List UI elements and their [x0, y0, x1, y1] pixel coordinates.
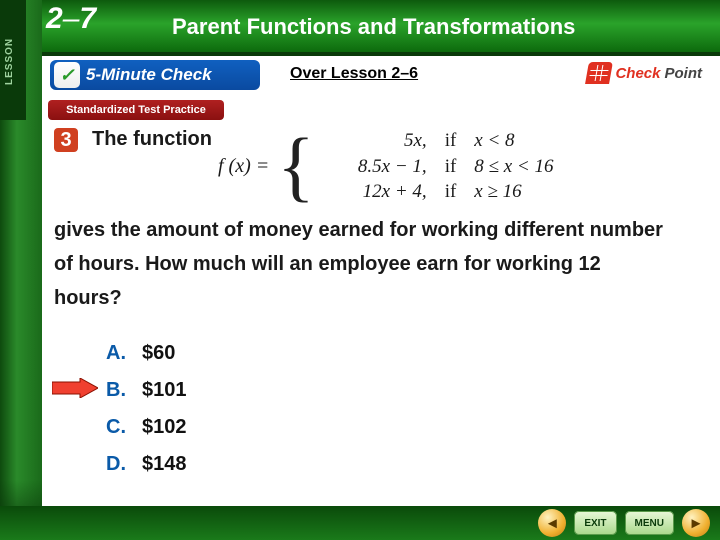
- piecewise-row: 8.5x − 1, if 8 ≤ x < 16: [323, 154, 585, 180]
- function-expression: f (x) = { 5x, if x < 8 8.5x − 1, if 8 ≤ …: [218, 128, 584, 205]
- answer-letter: D.: [106, 453, 130, 476]
- piece-if: if: [441, 128, 461, 154]
- answer-choice-b[interactable]: B. $101: [106, 379, 187, 402]
- piece-cond: x ≥ 16: [474, 179, 584, 205]
- answer-choice-d[interactable]: D. $148: [106, 453, 187, 476]
- exit-button[interactable]: EXIT: [574, 511, 616, 535]
- question-rest: gives the amount of money earned for wor…: [54, 213, 670, 315]
- left-rail: LESSON: [0, 0, 42, 540]
- answer-choice-c[interactable]: C. $102: [106, 416, 187, 439]
- answer-letter: A.: [106, 342, 130, 365]
- header-band: 2–7 Parent Functions and Transformations: [42, 0, 720, 56]
- answer-list: A. $60 B. $101 C. $102 D. $148: [106, 342, 187, 490]
- piecewise-row: 5x, if x < 8: [323, 128, 585, 154]
- checkpoint-badge: Check Point: [587, 62, 702, 84]
- left-brace-icon: {: [277, 133, 314, 199]
- checkpoint-word-1: Check: [615, 65, 660, 82]
- five-minute-check-label: 5-Minute Check: [86, 65, 212, 85]
- checkmark-icon: ✓: [54, 62, 80, 88]
- answer-text: $148: [142, 453, 187, 476]
- lesson-tab-label: LESSON: [4, 38, 15, 85]
- nav-prev-button[interactable]: ◄: [538, 509, 566, 537]
- checkpoint-word-2: Point: [665, 65, 703, 82]
- piece-expr: 5x,: [323, 128, 427, 154]
- piece-cond: x < 8: [474, 128, 584, 154]
- lesson-tab: LESSON: [0, 0, 26, 120]
- five-minute-check-pill: ✓ 5-Minute Check: [50, 60, 260, 90]
- menu-button[interactable]: MENU: [625, 511, 674, 535]
- answer-text: $60: [142, 342, 175, 365]
- piece-if: if: [441, 179, 461, 205]
- checkpoint-icon: [586, 62, 614, 84]
- question-lead: The function: [92, 128, 212, 151]
- answer-letter: C.: [106, 416, 130, 439]
- answer-letter: B.: [106, 379, 130, 402]
- menu-label: MENU: [635, 518, 664, 529]
- standardized-test-practice-pill: Standardized Test Practice: [48, 100, 224, 120]
- answer-text: $102: [142, 416, 187, 439]
- piece-if: if: [441, 154, 461, 180]
- footer-bar: ◄ EXIT MENU ►: [0, 506, 720, 540]
- question-number-badge: 3: [54, 128, 78, 152]
- piece-cond: 8 ≤ x < 16: [474, 154, 584, 180]
- nav-next-button[interactable]: ►: [682, 509, 710, 537]
- correct-answer-arrow: [52, 378, 98, 398]
- piecewise-row: 12x + 4, if x ≥ 16: [323, 179, 585, 205]
- lesson-number: 2–7: [46, 2, 96, 36]
- standardized-test-practice-label: Standardized Test Practice: [66, 104, 206, 116]
- answer-choice-a[interactable]: A. $60: [106, 342, 187, 365]
- lesson-number-prefix: 2: [46, 2, 63, 35]
- lesson-number-suffix: 7: [79, 2, 96, 35]
- exit-label: EXIT: [584, 518, 606, 529]
- fx-label: f (x) =: [218, 155, 269, 178]
- over-lesson-label: Over Lesson 2–6: [290, 65, 418, 83]
- question-line-1: 3 The function f (x) = { 5x, if x < 8 8.…: [54, 128, 670, 205]
- piece-expr: 8.5x − 1,: [323, 154, 427, 180]
- lesson-title: Parent Functions and Transformations: [172, 14, 575, 40]
- question-block: 3 The function f (x) = { 5x, if x < 8 8.…: [54, 128, 670, 315]
- answer-text: $101: [142, 379, 187, 402]
- piece-expr: 12x + 4,: [323, 179, 427, 205]
- piecewise-body: 5x, if x < 8 8.5x − 1, if 8 ≤ x < 16 12x…: [323, 128, 585, 205]
